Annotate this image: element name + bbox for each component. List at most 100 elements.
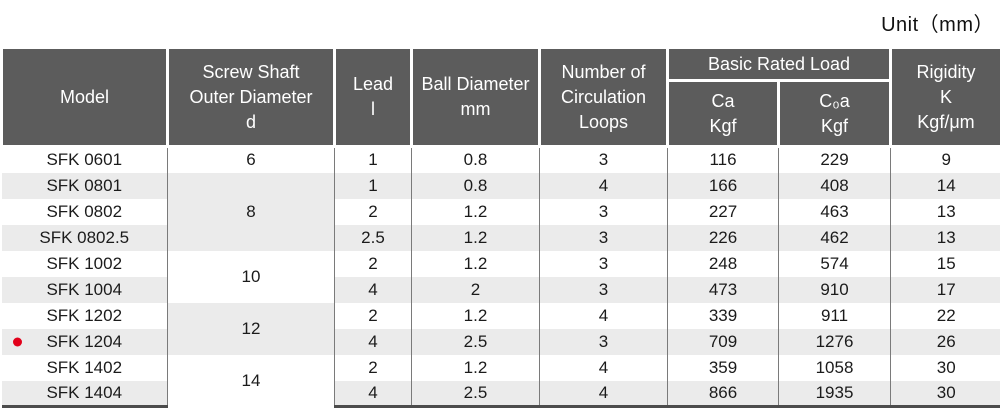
ball-cell: 1.2 [411,354,540,381]
rigidity-cell: 30 [890,354,1000,381]
col-header-c0a: C₀a Kgf [777,79,892,148]
c0a-cell: 1058 [778,354,891,381]
lead-cell: 4 [334,276,412,303]
col-header-lead: Lead l [333,46,413,148]
model-cell: SFK 0802.5 [1,224,168,251]
ca-cell: 866 [667,380,779,408]
highlight-dot-icon [12,337,22,346]
lead-cell: 4 [334,380,412,408]
lead-cell: 2 [334,354,412,381]
ball-cell: 2.5 [411,328,540,355]
ball-screw-spec-table: Model Screw Shaft Outer Diameter d Lead … [0,46,1000,408]
table-row: SFK 0802 2 1.2 3 227 463 13 [1,198,1000,225]
diameter-cell: 12 [167,302,335,355]
col-header-shaft-diameter: Screw Shaft Outer Diameter d [166,46,336,148]
ball-cell: 0.8 [411,146,540,173]
ball-cell: 1.2 [411,250,540,277]
col-header-ca: Ca Kgf [666,79,780,148]
lead-cell: 2.5 [334,224,412,251]
model-cell: SFK 1004 [1,276,168,303]
rigidity-cell: 17 [890,276,1000,303]
model-cell: SFK 0801 [1,172,168,199]
table-row: SFK 0601 6 1 0.8 3 116 229 9 [1,146,1000,173]
rigidity-cell: 22 [890,302,1000,329]
col-header-model: Model [0,46,169,148]
ball-cell: 2 [411,276,540,303]
col-header-rigidity: Rigidity K Kgf/μm [889,46,1000,148]
model-cell: SFK 1002 [1,250,168,277]
c0a-cell: 463 [778,198,891,225]
rigidity-cell: 9 [890,146,1000,173]
loops-cell: 3 [539,250,668,277]
ball-cell: 1.2 [411,224,540,251]
table-row: SFK 0801 8 1 0.8 4 166 408 14 [1,172,1000,251]
loops-cell: 4 [539,380,668,408]
diameter-cell: 10 [167,250,335,303]
c0a-cell: 910 [778,276,891,303]
c0a-cell: 408 [778,172,891,199]
table-row: SFK 1402 14 2 1.2 4 359 1058 30 [1,354,1000,407]
lead-cell: 2 [334,198,412,225]
col-header-basic-rated-load: Basic Rated Load [666,46,892,82]
lead-cell: 2 [334,302,412,329]
ball-cell: 0.8 [411,172,540,199]
model-cell: SFK 1202 [1,302,168,329]
lead-cell: 1 [334,172,412,199]
table-row: SFK 1404 4 2.5 4 866 1935 30 [1,380,1000,408]
c0a-cell: 911 [778,302,891,329]
lead-cell: 4 [334,328,412,355]
rigidity-cell: 26 [890,328,1000,355]
table-row: SFK 1202 12 2 1.2 4 339 911 22 [1,302,1000,355]
ca-cell: 226 [667,224,779,251]
table-header: Model Screw Shaft Outer Diameter d Lead … [0,46,1000,148]
c0a-cell: 229 [778,146,891,173]
unit-label: Unit（mm） [881,14,994,36]
table-row: SFK 1002 10 2 1.2 3 248 574 15 [1,250,1000,303]
diameter-cell: 8 [167,172,335,251]
model-cell: SFK 0802 [1,198,168,225]
diameter-cell: 6 [167,146,335,173]
loops-cell: 4 [539,302,668,329]
loops-cell: 4 [539,172,668,199]
c0a-cell: 574 [778,250,891,277]
lead-cell: 2 [334,250,412,277]
ca-cell: 166 [667,172,779,199]
c0a-cell: 1276 [778,328,891,355]
loops-cell: 3 [539,224,668,251]
ball-cell: 2.5 [411,380,540,408]
rigidity-cell: 13 [890,198,1000,225]
loops-cell: 3 [539,146,668,173]
table-row: SFK 0802.5 2.5 1.2 3 226 462 13 [1,224,1000,251]
loops-cell: 4 [539,354,668,381]
ca-cell: 227 [667,198,779,225]
table-body: SFK 0601 6 1 0.8 3 116 229 9 SFK 0801 8 … [1,146,1000,408]
col-header-ball-diameter: Ball Diameter mm [410,46,541,148]
ca-cell: 473 [667,276,779,303]
table-row-highlighted: SFK 1204 4 2.5 3 709 1276 26 [1,328,1000,355]
ca-cell: 359 [667,354,779,381]
ball-cell: 1.2 [411,302,540,329]
rigidity-cell: 13 [890,224,1000,251]
col-header-circulation-loops: Number of Circulation Loops [538,46,669,148]
ca-cell: 116 [667,146,779,173]
loops-cell: 3 [539,198,668,225]
loops-cell: 3 [539,328,668,355]
ball-cell: 1.2 [411,198,540,225]
rigidity-cell: 30 [890,380,1000,408]
rigidity-cell: 15 [890,250,1000,277]
model-cell: SFK 1402 [1,354,168,381]
loops-cell: 3 [539,276,668,303]
lead-cell: 1 [334,146,412,173]
ca-cell: 709 [667,328,779,355]
ca-cell: 248 [667,250,779,277]
table-row: SFK 1004 4 2 3 473 910 17 [1,276,1000,303]
ca-cell: 339 [667,302,779,329]
model-cell: SFK 1404 [1,380,168,408]
c0a-cell: 462 [778,224,891,251]
model-cell: SFK 1204 [1,328,168,355]
model-cell: SFK 0601 [1,146,168,173]
c0a-cell: 1935 [778,380,891,408]
diameter-cell: 14 [167,354,335,407]
rigidity-cell: 14 [890,172,1000,199]
